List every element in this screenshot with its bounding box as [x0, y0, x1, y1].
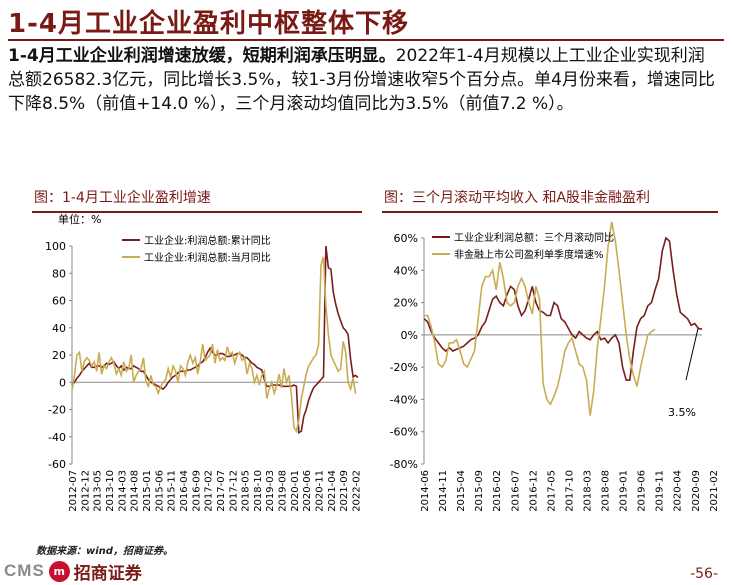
y-tick-label: -60% [390, 426, 418, 439]
x-tick-label: 2017-02 [204, 470, 215, 512]
x-tick-label: 2019-11 [655, 470, 666, 512]
summary-paragraph: 1-4月工业企业利润增速放缓，短期利润承压明显。2022年1-4月规模以上工业企… [8, 44, 720, 116]
x-tick-label: 2020-11 [315, 470, 326, 512]
x-tick-label: 2012-07 [68, 470, 79, 512]
x-tick-label: 2017-10 [564, 470, 575, 512]
x-tick-label: 2016-07 [510, 470, 521, 512]
series-line-2 [424, 221, 656, 416]
company-logo: CMS m 招商证券 [4, 559, 142, 584]
x-tick-label: 2020-04 [673, 470, 684, 512]
logo-cn-text: 招商证券 [73, 563, 142, 584]
unit-label: 单位：% [58, 212, 101, 226]
x-tick-label: 2016-12 [528, 470, 539, 512]
x-tick-label: 2015-09 [474, 470, 485, 512]
y-tick-label: 80 [52, 267, 66, 280]
series-line-1 [71, 245, 359, 435]
legend-label: 工业企业利润总额：三个月滚动同比 [454, 231, 614, 244]
x-tick-label: 2014-11 [438, 470, 449, 512]
x-tick-label: 2021-02 [709, 470, 720, 512]
x-tick-label: 2019-03 [265, 470, 276, 512]
x-tick-label: 2015-04 [456, 470, 467, 512]
x-tick-label: 2018-05 [241, 470, 252, 512]
left-chart-title: 图：1-4月工业企业盈利增速 [34, 190, 211, 206]
x-tick-label: 2019-08 [278, 470, 289, 512]
x-tick-label: 2019-06 [637, 470, 648, 512]
x-tick-label: 2016-02 [492, 470, 503, 512]
x-tick-label: 2020-06 [302, 470, 313, 512]
logo-coin-icon: m [48, 560, 70, 582]
y-tick-label: -40 [48, 431, 66, 444]
x-tick-label: 2021-04 [327, 470, 338, 512]
legend-label: 工业企业:利润总额:累计同比 [144, 234, 271, 247]
x-tick-label: 2019-01 [619, 470, 630, 512]
x-tick-label: 2020-01 [290, 470, 301, 512]
x-tick-label: 2015-01 [142, 470, 153, 512]
y-tick-label: 60% [394, 232, 418, 245]
y-tick-label: -40% [390, 393, 418, 406]
x-tick-label: 2018-10 [253, 470, 264, 512]
right-chart-rule [382, 211, 718, 213]
x-tick-label: 2013-10 [105, 470, 116, 512]
right-line-chart: 60% 40% 20% 0% -20% -40% -60% -80%2014-06 2014-1… [390, 221, 720, 512]
x-tick-label: 2016-09 [191, 470, 202, 512]
x-tick-label: 2015-11 [167, 470, 178, 512]
x-tick-label: 2014-08 [130, 470, 141, 512]
x-tick-label: 2016-04 [179, 470, 190, 512]
data-source-note: 数据来源：wind，招商证券。 [36, 546, 173, 557]
page-number: -56- [690, 566, 718, 582]
title-divider [8, 39, 724, 41]
summary-lead: 1-4月工业企业利润增速放缓，短期利润承压明显。 [8, 46, 396, 66]
annotation-pointer [685, 328, 699, 381]
legend-label: 工业企业:利润总额:当月同比 [144, 251, 271, 264]
x-tick-label: 2017-12 [228, 470, 239, 512]
logo-cms-text: CMS [4, 561, 45, 580]
y-tick-label: -20 [48, 404, 66, 417]
legend-label: 非金融上市公司盈利单季度增速% [454, 248, 604, 261]
x-tick-label: 2013-05 [93, 470, 104, 512]
left-chart-rule [32, 211, 362, 213]
x-tick-label: 2015-06 [154, 470, 165, 512]
x-tick-label: 2021-09 [339, 470, 350, 512]
annotation-label: 3.5% [668, 406, 696, 419]
series-line-2 [71, 256, 357, 434]
x-tick-label: 2014-06 [420, 470, 431, 512]
y-tick-label: 60 [52, 295, 66, 308]
y-tick-label: 0% [401, 329, 418, 342]
y-tick-label: -60 [48, 458, 66, 471]
x-tick-label: 2014-03 [117, 470, 128, 512]
y-tick-label: -80% [390, 458, 418, 471]
x-tick-label: 2018-08 [601, 470, 612, 512]
x-tick-label: 2017-07 [216, 470, 227, 512]
x-tick-label: 2022-02 [352, 470, 363, 512]
summary-body: 2022年1-4月规模以上工业企业实现利润总额26582.3亿元，同比增长3.5… [8, 46, 715, 114]
y-tick-label: -20% [390, 361, 418, 374]
x-tick-label: 2020-09 [691, 470, 702, 512]
right-chart-title: 图：三个月滚动平均收入 和A股非金融盈利 [384, 190, 651, 206]
page-title: 1-4月工业企业盈利中枢整体下移 [8, 9, 409, 39]
series-line-1 [423, 236, 703, 381]
y-tick-label: 20 [52, 349, 66, 362]
y-tick-label: 40% [394, 264, 418, 277]
x-tick-label: 2018-03 [582, 470, 593, 512]
x-tick-label: 2012-12 [80, 470, 91, 512]
y-tick-label: 40 [52, 322, 66, 335]
y-tick-label: 0 [59, 376, 66, 389]
y-tick-label: 20% [394, 297, 418, 310]
x-tick-label: 2017-05 [546, 470, 557, 512]
y-tick-label: 100 [45, 240, 66, 253]
